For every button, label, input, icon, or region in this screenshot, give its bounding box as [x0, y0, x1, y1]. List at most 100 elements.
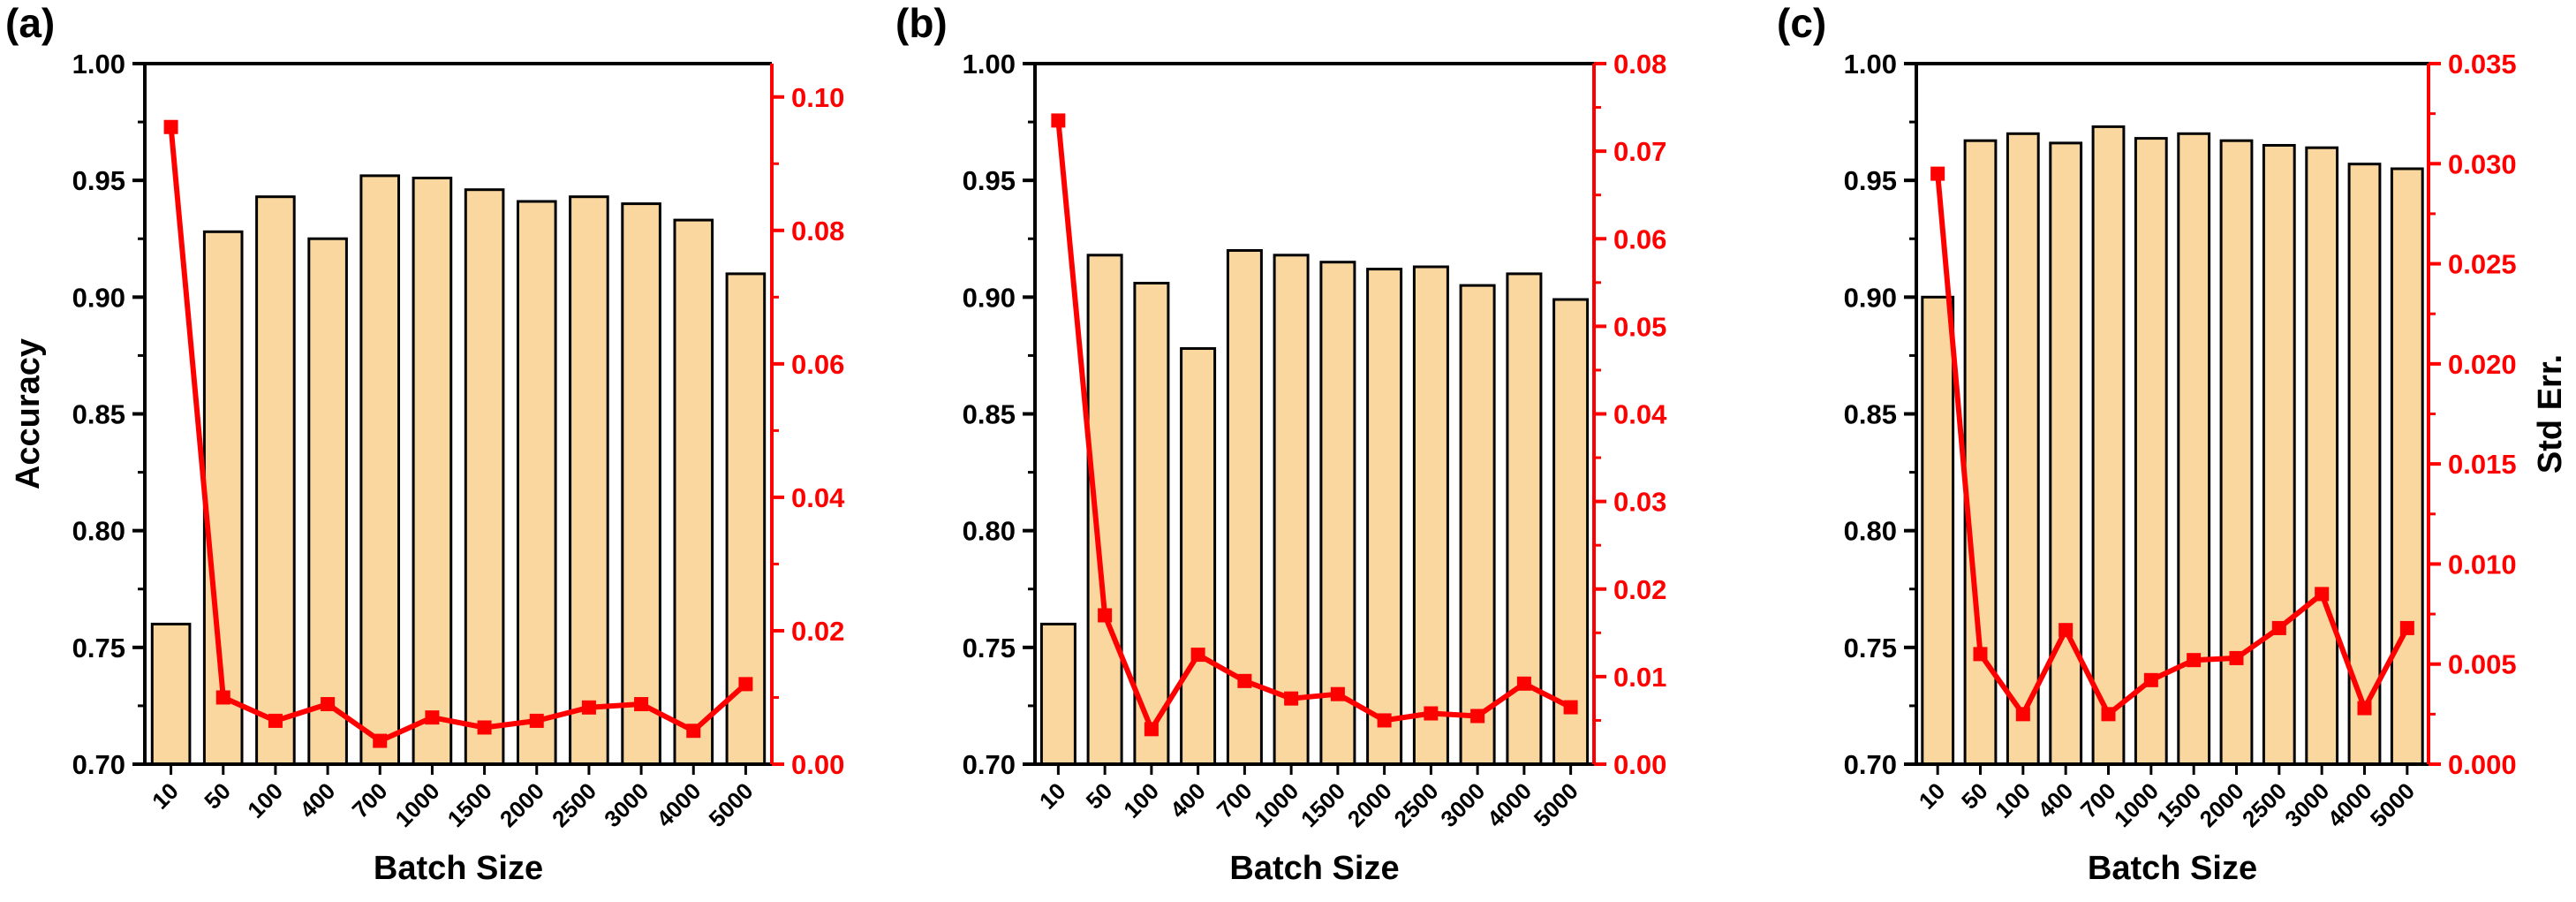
x-tick-label: 50 — [1081, 777, 1118, 815]
y-tick-right: 0.005 — [2448, 649, 2517, 680]
bar-2000 — [517, 200, 557, 766]
bar-400 — [307, 237, 348, 766]
x-tick-label: 2500 — [1389, 777, 1444, 832]
x-tick-label: 4000 — [1482, 777, 1537, 832]
bar-1500 — [1319, 261, 1356, 766]
x-tick-label: 5000 — [704, 777, 759, 832]
x-axis-title: Batch Size — [374, 850, 543, 887]
bar-1500 — [464, 188, 505, 766]
y-tick-right: 0.00 — [1613, 749, 1666, 780]
std-err-point-1000 — [425, 710, 440, 725]
y-tick-left: 0.95 — [72, 165, 125, 196]
x-tick-label: 50 — [1956, 777, 1993, 815]
bar-1000 — [412, 177, 453, 766]
std-err-point-50 — [215, 690, 230, 705]
x-tick-label: 3000 — [2279, 777, 2334, 832]
bar-400 — [1180, 347, 1217, 766]
x-tick-label: 1500 — [1296, 777, 1350, 832]
y-tick-right: 0.08 — [1613, 49, 1666, 80]
x-tick-label: 2000 — [495, 777, 549, 832]
y-axis-title-left: Accuracy — [10, 338, 47, 489]
bar-1000 — [2134, 137, 2168, 766]
std-err-point-100 — [268, 713, 283, 728]
x-tick-label: 400 — [2033, 777, 2079, 823]
x-tick-label: 1000 — [390, 777, 445, 832]
bar-10 — [150, 622, 192, 766]
x-tick-label: 1500 — [2151, 777, 2206, 832]
bar-2500 — [569, 195, 609, 766]
x-tick-label: 5000 — [1529, 777, 1583, 832]
bar-2500 — [1412, 265, 1449, 766]
bar-1000 — [1273, 254, 1310, 766]
std-err-point-5000 — [2399, 620, 2414, 635]
y-tick-right: 0.06 — [1613, 224, 1666, 254]
y-tick-left: 0.90 — [1844, 282, 1897, 313]
std-err-point-700 — [1237, 673, 1252, 688]
x-tick-label: 1000 — [2109, 777, 2164, 832]
y-tick-left: 0.70 — [72, 749, 125, 780]
bar-400 — [2049, 141, 2083, 766]
std-err-point-1500 — [2187, 653, 2202, 668]
bar-4000 — [673, 218, 714, 766]
std-err-point-10 — [1051, 113, 1066, 128]
y-tick-right: 0.02 — [1613, 574, 1666, 605]
y-tick-right: 0.010 — [2448, 549, 2517, 580]
bar-700 — [359, 174, 400, 766]
y-tick-left: 0.70 — [963, 749, 1016, 780]
y-tick-left: 1.00 — [963, 49, 1016, 80]
x-tick-label: 400 — [1165, 777, 1211, 823]
y-tick-right: 0.015 — [2448, 449, 2517, 480]
x-tick-label: 1500 — [442, 777, 497, 832]
bar-10 — [1039, 622, 1076, 766]
x-tick-label: 3000 — [1435, 777, 1490, 832]
y-tick-left: 0.95 — [963, 165, 1016, 196]
y-tick-left: 0.95 — [1844, 165, 1897, 196]
bar-100 — [2006, 132, 2040, 766]
std-err-point-2500 — [1424, 706, 1439, 721]
y-tick-right: 0.025 — [2448, 249, 2517, 280]
std-err-point-2500 — [581, 700, 596, 715]
bar-700 — [2091, 125, 2126, 766]
x-tick-label: 100 — [1990, 777, 2036, 823]
std-err-point-4000 — [1516, 676, 1531, 691]
y-tick-left: 1.00 — [72, 49, 125, 80]
y-tick-right: 0.030 — [2448, 148, 2517, 179]
std-err-point-50 — [1973, 647, 1988, 662]
x-tick-label: 10 — [147, 777, 184, 815]
std-err-point-2500 — [2271, 620, 2286, 635]
bar-10 — [1921, 295, 1955, 766]
y-tick-left: 0.85 — [963, 399, 1016, 430]
y-tick-right: 0.00 — [791, 749, 844, 780]
x-tick-label: 700 — [347, 777, 393, 823]
x-tick-label: 2000 — [2195, 777, 2249, 832]
x-tick-label: 700 — [1212, 777, 1258, 823]
y-tick-left: 0.80 — [963, 516, 1016, 547]
bar-2000 — [1366, 268, 1403, 766]
std-err-point-700 — [2101, 707, 2116, 722]
std-err-point-3000 — [2315, 587, 2330, 602]
std-err-line — [1935, 173, 2410, 717]
std-err-point-2000 — [2229, 650, 2244, 665]
x-axis-title: Batch Size — [1229, 850, 1399, 887]
x-tick-label: 4000 — [2323, 777, 2377, 832]
std-err-point-1000 — [1284, 691, 1299, 706]
y-tick-left: 0.90 — [72, 282, 125, 313]
std-err-line — [168, 126, 748, 744]
std-err-point-50 — [1098, 608, 1113, 623]
std-err-point-2000 — [529, 713, 544, 728]
panel-label: (a) — [5, 0, 55, 46]
std-err-line — [1055, 120, 1572, 732]
std-err-point-4000 — [2357, 701, 2372, 716]
std-err-point-3000 — [634, 697, 649, 712]
bar-5000 — [2390, 167, 2424, 766]
bar-2500 — [2262, 144, 2296, 766]
panel-label: (b) — [895, 0, 948, 46]
bar-3000 — [2305, 146, 2339, 766]
x-tick-label: 2000 — [1342, 777, 1397, 832]
std-err-point-700 — [373, 733, 388, 748]
bar-1500 — [2177, 132, 2211, 766]
x-tick-label: 2500 — [2237, 777, 2292, 832]
y-tick-right: 0.04 — [791, 482, 845, 513]
